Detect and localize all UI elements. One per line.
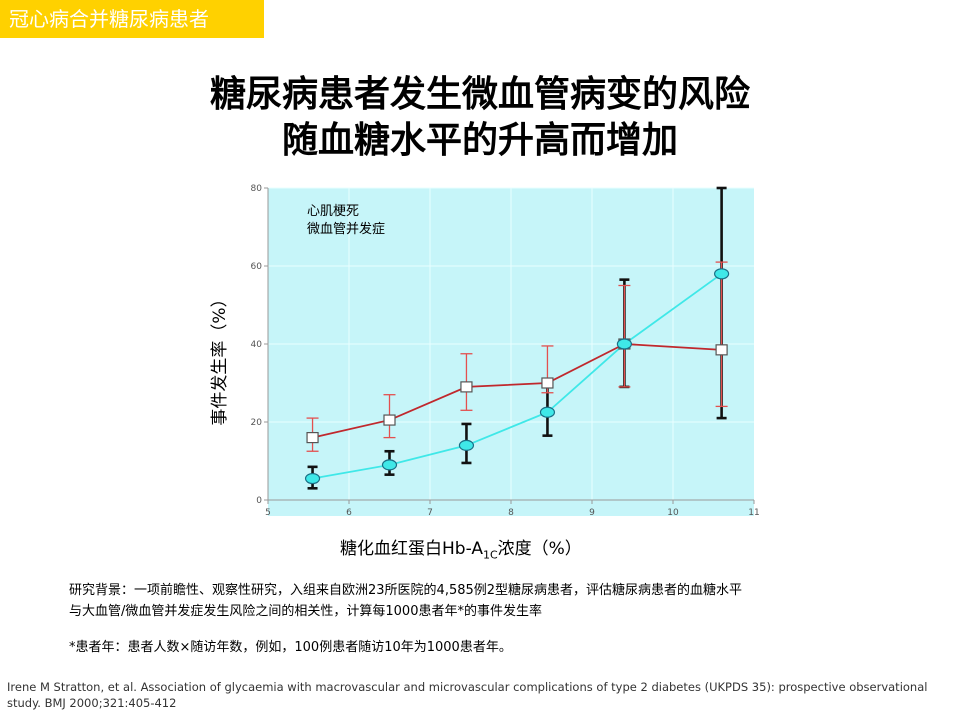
y-tick-label: 80	[251, 184, 263, 194]
title-line-2: 随血糖水平的升高而增加	[281, 120, 678, 161]
study-background-line-1: 研究背景：一项前瞻性、观察性研究，入组来自欧洲23所医院的4,585例2型糖尿病…	[69, 583, 743, 598]
y-tick-label: 40	[251, 340, 263, 350]
section-tag: 冠心病合并糖尿病患者	[0, 0, 264, 38]
x-tick-label: 9	[589, 508, 595, 518]
title-line-1: 糖尿病患者发生微血管病变的风险	[209, 74, 750, 115]
series-line-microvascular	[312, 273, 723, 480]
tick-labels: 5 6 7 8 9 10 11 0 20 40 60 80	[251, 184, 760, 518]
x-axis-label-subscript: 1C	[482, 548, 498, 562]
legend-entry-mi: 心肌梗死	[307, 204, 359, 219]
data-point-mi	[460, 381, 473, 393]
y-axis-label: 事件发生率（%）	[210, 290, 230, 426]
x-tick-label: 11	[748, 508, 759, 518]
data-point-microvascular	[304, 472, 321, 485]
data-point-microvascular	[381, 459, 398, 471]
slide-title: 糖尿病患者发生微血管病变的风险 随血糖水平的升高而增加	[0, 72, 960, 164]
chart-legend: 心肌梗死 微血管并发症	[307, 204, 385, 237]
x-axis-label: 糖化血红蛋白Hb-A1C浓度（%）	[340, 534, 582, 561]
x-axis-label-main: 糖化血红蛋白Hb-A	[340, 539, 483, 559]
x-tick-label: 7	[427, 508, 433, 518]
legend-entry-microvascular: 微血管并发症	[307, 221, 385, 237]
data-point-mi	[541, 377, 554, 389]
x-tick-label: 8	[508, 508, 514, 518]
study-background-line-2: 与大血管/微血管并发症发生风险之间的相关性，计算每1000患者年*的事件发生率	[69, 604, 542, 619]
y-tick-label: 60	[251, 262, 263, 272]
x-axis-label-tail: 浓度（%）	[497, 539, 582, 559]
data-point-microvascular	[539, 406, 556, 418]
series-line-mi	[312, 343, 722, 439]
data-point-microvascular	[713, 268, 730, 280]
data-point-mi	[715, 344, 728, 356]
x-tick-label: 10	[667, 508, 679, 518]
y-tick-label: 20	[251, 418, 263, 428]
x-tick-label: 6	[346, 508, 352, 518]
data-point-microvascular	[458, 439, 475, 451]
y-tick-label: 0	[256, 496, 262, 506]
data-point-mi	[383, 414, 396, 426]
citation: Irene M Stratton, et al. Association of …	[7, 680, 928, 710]
chart-marks	[304, 186, 730, 490]
patient-year-footnote: *患者年：患者人数×随访年数，例如，100例患者随访10年为1000患者年。	[69, 640, 512, 655]
data-point-microvascular	[616, 338, 633, 350]
x-tick-label: 5	[265, 508, 271, 518]
chart-grid	[268, 187, 754, 500]
data-point-mi	[306, 432, 319, 444]
chart-axes	[264, 187, 755, 504]
